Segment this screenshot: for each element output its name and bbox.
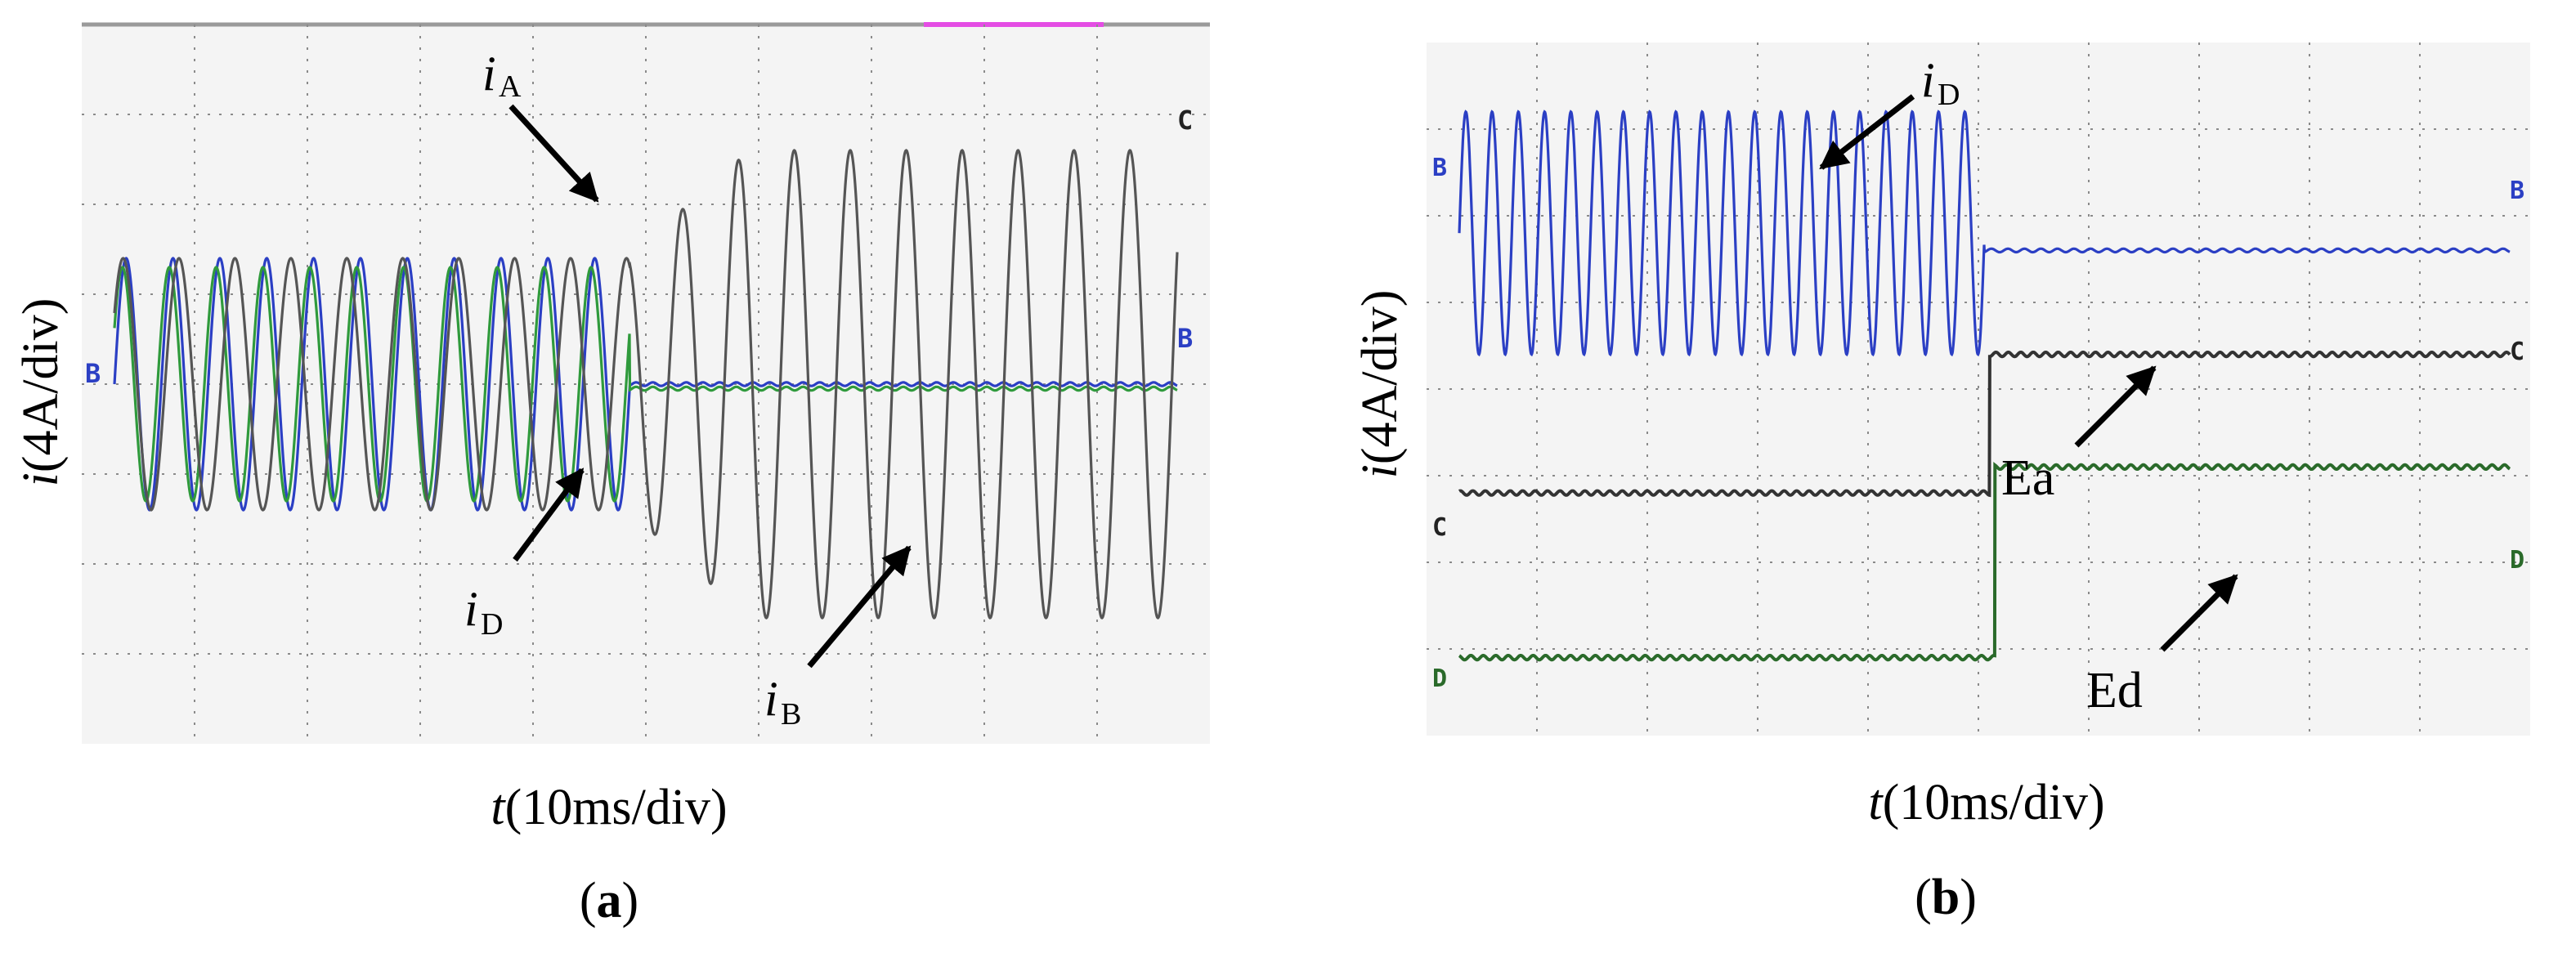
annotation-iD-a-sub: D <box>481 607 503 642</box>
arrow-Ed <box>2160 574 2238 652</box>
panel-a: B C B i A i D i B i(4A/div) t(10ms/div) … <box>13 22 1210 928</box>
channel-marker-right-d-b: D <box>2510 546 2524 575</box>
series-iB-line <box>113 149 1179 620</box>
series-iA-line <box>113 257 1178 512</box>
channel-marker-left-d-b: D <box>1432 664 1447 693</box>
annotation-iD-a: i D <box>464 468 585 642</box>
channel-marker-left-b-b: B <box>1432 154 1447 182</box>
channel-marker-left-b-a: B <box>85 358 101 389</box>
traces-b <box>1458 110 2511 662</box>
annotation-iD-b-main: i <box>1921 53 1935 107</box>
annotation-iA-main: i <box>482 47 496 101</box>
annotation-iB-main: i <box>764 672 778 726</box>
annotation-iA-sub: A <box>499 69 522 104</box>
channel-marker-right-b-b: B <box>2510 177 2524 205</box>
channel-marker-right-c-a: C <box>1177 105 1193 136</box>
annotation-Ea-label: Ea <box>2001 450 2054 506</box>
channel-marker-right-c-b: C <box>2510 338 2524 366</box>
arrow-iD-a <box>513 468 585 562</box>
annotation-Ea: Ea <box>2001 365 2157 506</box>
channel-marker-left-c-b: C <box>1432 513 1447 542</box>
series-iD-line <box>1458 110 2511 357</box>
channel-marker-right-b-a: B <box>1177 323 1193 354</box>
caption-b: (b) <box>1915 870 1977 925</box>
traces-a <box>113 149 1179 620</box>
annotation-iD-b: i D <box>1819 53 1960 170</box>
annotation-Ed-label: Ed <box>2086 663 2143 718</box>
arrow-iB <box>807 545 912 669</box>
caption-a: (a) <box>580 873 638 928</box>
series-iD-line <box>113 266 1178 503</box>
series-Ed-line <box>1458 461 2511 662</box>
annotation-iA: i A <box>482 47 599 203</box>
x-axis-label-a: t(10ms/div) <box>491 780 727 835</box>
y-axis-label-a: i(4A/div) <box>13 298 69 487</box>
annotation-iB-sub: B <box>781 697 801 732</box>
annotation-iD-b-sub: D <box>1938 78 1960 112</box>
x-axis-label-b: t(10ms/div) <box>1868 775 2104 830</box>
arrow-iD-b <box>1819 94 1915 170</box>
grid-b <box>1427 43 2530 736</box>
series-Ea-line <box>1458 351 2511 498</box>
annotation-iD-a-main: i <box>464 582 478 636</box>
arrow-iA <box>508 104 599 203</box>
annotation-Ed: Ed <box>2086 574 2238 718</box>
arrow-Ea <box>2074 365 2157 448</box>
panel-b: B C D B C D i D Ea Ed i(4A/div) t(10ms/d… <box>1352 43 2530 925</box>
annotation-iB: i B <box>764 545 912 732</box>
y-axis-label-b: i(4A/div) <box>1352 290 1408 479</box>
